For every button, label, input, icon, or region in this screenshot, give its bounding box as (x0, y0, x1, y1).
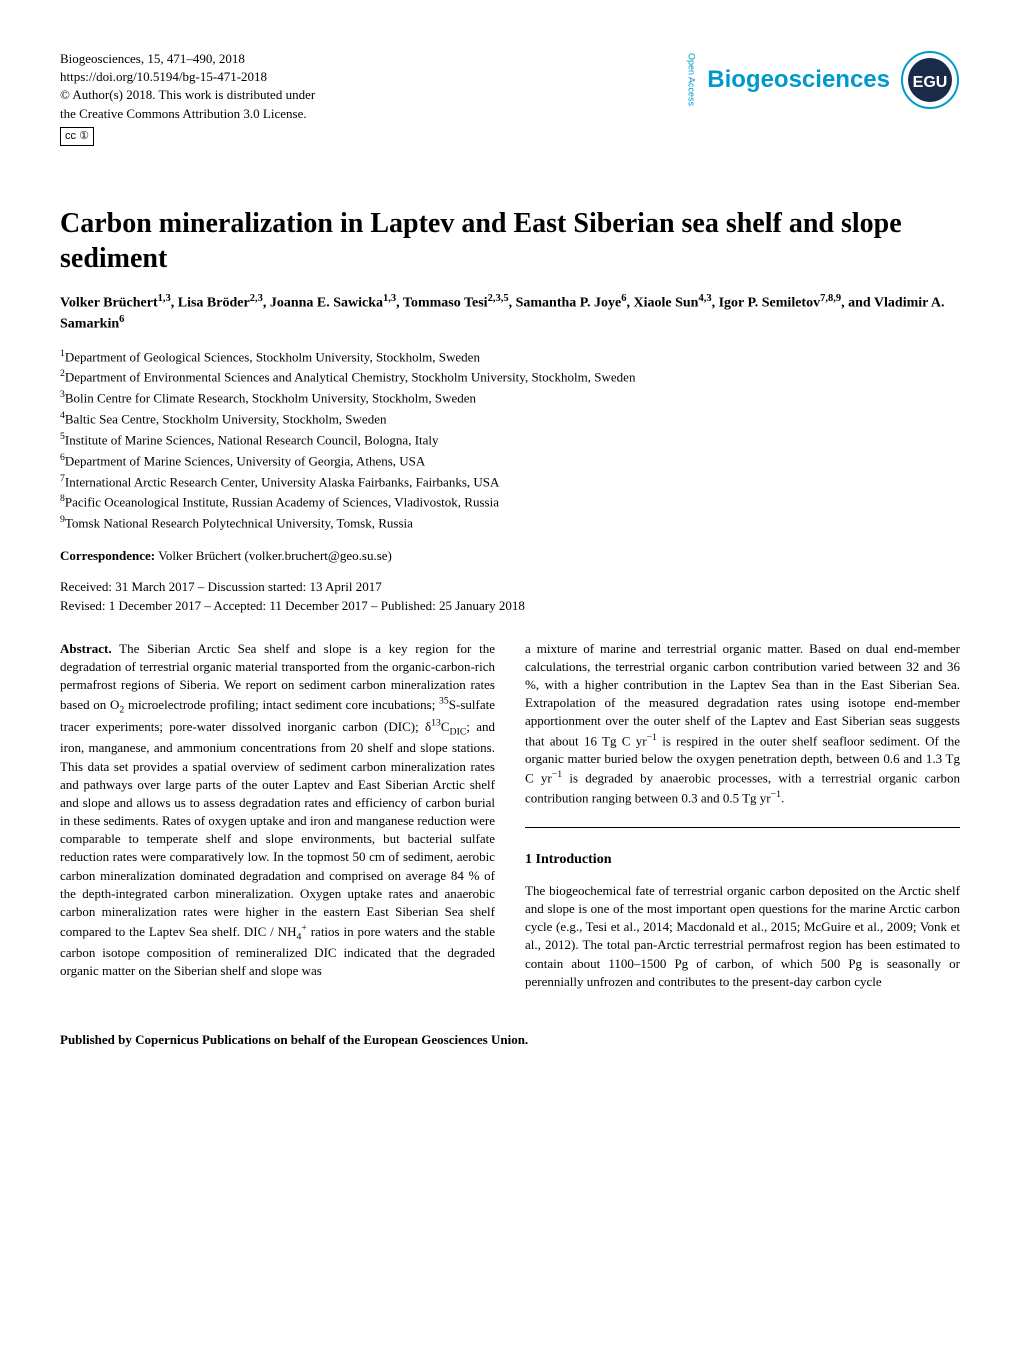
left-column: Abstract. The Siberian Arctic Sea shelf … (60, 640, 495, 991)
open-access-label: Open Access (685, 53, 697, 106)
section-1-text: The biogeochemical fate of terrestrial o… (525, 882, 960, 991)
page-footer: Published by Copernicus Publications on … (60, 1031, 960, 1049)
abstract-text-right: a mixture of marine and terrestrial orga… (525, 640, 960, 808)
right-column: a mixture of marine and terrestrial orga… (525, 640, 960, 991)
egu-logo-icon: EGU (900, 50, 960, 110)
affiliation: 4Baltic Sea Centre, Stockholm University… (60, 409, 960, 429)
journal-meta: Biogeosciences, 15, 471–490, 2018 https:… (60, 50, 315, 146)
copyright-line: © Author(s) 2018. This work is distribut… (60, 86, 315, 104)
correspondence-text: Volker Brüchert (volker.bruchert@geo.su.… (155, 548, 392, 563)
section-divider (525, 827, 960, 828)
affiliation: 6Department of Marine Sciences, Universi… (60, 451, 960, 471)
correspondence-line: Correspondence: Volker Brüchert (volker.… (60, 547, 960, 565)
abstract-label: Abstract. (60, 641, 112, 656)
citation-line: Biogeosciences, 15, 471–490, 2018 (60, 50, 315, 68)
section-1-heading: 1 Introduction (525, 850, 960, 870)
abstract-paragraph: Abstract. The Siberian Arctic Sea shelf … (60, 640, 495, 981)
cc-by-icon: ① (79, 130, 89, 142)
journal-name: Biogeosciences (707, 64, 890, 96)
two-column-body: Abstract. The Siberian Arctic Sea shelf … (60, 640, 960, 991)
header-row: Biogeosciences, 15, 471–490, 2018 https:… (60, 50, 960, 146)
affiliation: 3Bolin Centre for Climate Research, Stoc… (60, 388, 960, 408)
affiliation: 7International Arctic Research Center, U… (60, 472, 960, 492)
affiliation: 2Department of Environmental Sciences an… (60, 367, 960, 387)
correspondence-label: Correspondence: (60, 548, 155, 563)
cc-badge: cc ① (60, 127, 94, 146)
affiliation: 8Pacific Oceanological Institute, Russia… (60, 492, 960, 512)
abstract-text-left: The Siberian Arctic Sea shelf and slope … (60, 641, 495, 978)
license-line: the Creative Commons Attribution 3.0 Lic… (60, 105, 315, 123)
dates-block: Received: 31 March 2017 – Discussion sta… (60, 577, 960, 616)
authors-line: Volker Brüchert1,3, Lisa Bröder2,3, Joan… (60, 292, 960, 335)
affiliation: 5Institute of Marine Sciences, National … (60, 430, 960, 450)
dates-line-2: Revised: 1 December 2017 – Accepted: 11 … (60, 596, 960, 616)
affiliation: 9Tomsk National Research Polytechnical U… (60, 513, 960, 533)
egu-mark-text: EGU (913, 74, 948, 91)
journal-logo-block: Open Access Biogeosciences EGU (685, 50, 960, 110)
affiliation: 1Department of Geological Sciences, Stoc… (60, 347, 960, 367)
doi-line: https://doi.org/10.5194/bg-15-471-2018 (60, 68, 315, 86)
dates-line-1: Received: 31 March 2017 – Discussion sta… (60, 577, 960, 597)
paper-title: Carbon mineralization in Laptev and East… (60, 206, 960, 276)
affiliations-block: 1Department of Geological Sciences, Stoc… (60, 347, 960, 533)
cc-icon: cc (65, 130, 76, 142)
